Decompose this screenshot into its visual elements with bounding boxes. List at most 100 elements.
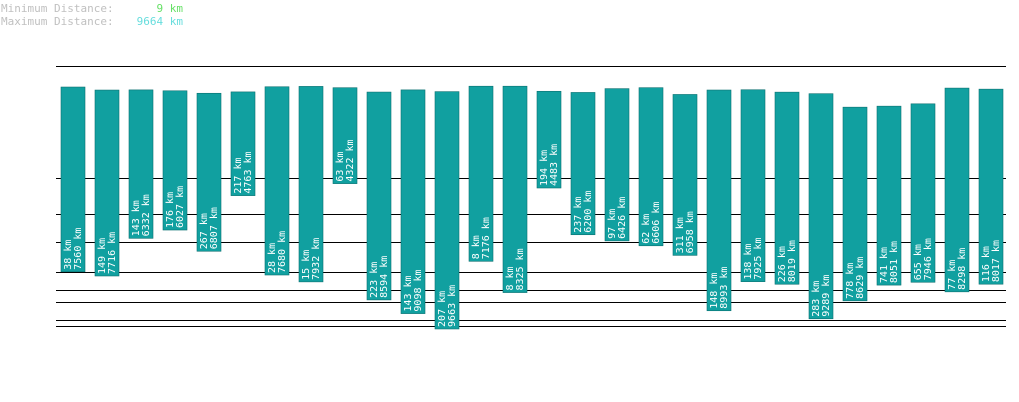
- bar-bottom-label: 4763 km: [243, 151, 254, 193]
- bar-group: 176 km 6027 km: [162, 90, 188, 231]
- bar-group: 207 km 9663 km: [434, 91, 460, 330]
- bar: [672, 94, 698, 256]
- bar-bottom-label: 8298 km: [957, 248, 968, 290]
- bar-bottom-label: 6027 km: [175, 186, 186, 228]
- bar-group: 149 km 7716 km: [94, 89, 120, 277]
- bar-group: 311 km 6958 km: [672, 94, 698, 256]
- bar: [502, 85, 528, 293]
- bar-top-label: 143 km: [131, 200, 142, 236]
- bar-top-label: 237 km: [573, 197, 584, 233]
- bar-top-label: 778 km: [845, 263, 856, 299]
- bar-top-label: 223 km: [369, 262, 380, 298]
- bar-top-label: 63 km: [335, 152, 346, 182]
- bar: [60, 86, 86, 273]
- bar-bottom-label: 4483 km: [549, 144, 560, 186]
- bar-bottom-label: 4322 km: [345, 139, 356, 181]
- bar: [264, 86, 290, 276]
- bar-top-label: 15 km: [301, 250, 312, 280]
- bar-top-label: 311 km: [675, 217, 686, 253]
- bar-group: 143 km 9098 km: [400, 89, 426, 314]
- bar: [570, 92, 596, 236]
- bar-group: 655 km 7946 km: [910, 103, 936, 283]
- bar: [230, 91, 256, 196]
- bar-bottom-label: 9663 km: [447, 285, 458, 327]
- max-distance-row: Maximum Distance: 9664 km: [1, 15, 183, 28]
- bar: [332, 87, 358, 184]
- bar-bottom-label: 6426 km: [617, 197, 628, 239]
- bar-bottom-label: 8629 km: [855, 257, 866, 299]
- bar-group: 143 km 6332 km: [128, 89, 154, 239]
- bar: [298, 86, 324, 283]
- bar-top-label: 138 km: [743, 244, 754, 280]
- bar-top-label: 176 km: [165, 192, 176, 228]
- bar-bottom-label: 8325 km: [515, 248, 526, 290]
- bar-bottom-label: 6606 km: [651, 202, 662, 244]
- bar: [162, 90, 188, 231]
- bar-top-label: 143 km: [403, 275, 414, 311]
- bar-bottom-label: 7946 km: [923, 238, 934, 280]
- min-distance-row: Minimum Distance: 9 km: [1, 2, 183, 15]
- bar-group: 77 km 8298 km: [944, 87, 970, 293]
- max-distance-label: Maximum Distance:: [1, 15, 114, 28]
- bar: [638, 87, 664, 247]
- bar-bottom-label: 7176 km: [481, 217, 492, 259]
- bar: [400, 89, 426, 314]
- bar-group: 778 km 8629 km: [842, 106, 868, 302]
- bar: [876, 105, 902, 286]
- bar-top-label: 97 km: [607, 209, 618, 239]
- bar-top-label: 207 km: [437, 291, 448, 327]
- bar: [910, 103, 936, 283]
- bar-group: 237 km 6200 km: [570, 92, 596, 236]
- bar-group: 8 km 7176 km: [468, 85, 494, 262]
- bar-top-label: 741 km: [879, 247, 890, 283]
- bar-group: 267 km 6807 km: [196, 92, 222, 252]
- bar-top-label: 77 km: [947, 260, 958, 290]
- bar-group: 28 km 7680 km: [264, 86, 290, 276]
- bar-top-label: 149 km: [97, 238, 108, 274]
- bar-group: 226 km 8019 km: [774, 91, 800, 285]
- bar-top-label: 267 km: [199, 213, 210, 249]
- bar-group: 38 km 7560 km: [60, 86, 86, 273]
- bar: [434, 91, 460, 330]
- bar: [536, 90, 562, 189]
- bar-bottom-label: 7560 km: [73, 228, 84, 270]
- bar: [706, 89, 732, 312]
- bar-group: 148 km 8993 km: [706, 89, 732, 312]
- bar-top-label: 194 km: [539, 150, 550, 186]
- bar-group: 283 km 9289 km: [808, 93, 834, 320]
- bar-bottom-label: 7925 km: [753, 238, 764, 280]
- max-distance-value: 9664 km: [136, 15, 183, 28]
- bar: [842, 106, 868, 302]
- bar: [196, 92, 222, 252]
- bar-group: 63 km 4322 km: [332, 87, 358, 184]
- bar-bottom-label: 6332 km: [141, 194, 152, 236]
- bar-group: 116 km 8017 km: [978, 88, 1004, 285]
- bar: [604, 88, 630, 242]
- bar-bottom-label: 6200 km: [583, 191, 594, 233]
- bar-bottom-label: 7680 km: [277, 231, 288, 273]
- bar: [774, 91, 800, 285]
- bar-bottom-label: 8017 km: [991, 240, 1002, 282]
- bar-group: 97 km 6426 km: [604, 88, 630, 242]
- bar-top-label: 38 km: [63, 240, 74, 270]
- bar-top-label: 8 km: [505, 266, 516, 290]
- min-distance-value: 9 km: [156, 2, 184, 15]
- bar-bottom-label: 7716 km: [107, 232, 118, 274]
- bar-top-label: 28 km: [267, 243, 278, 273]
- bar-bottom-label: 6958 km: [685, 211, 696, 253]
- bar: [366, 91, 392, 301]
- bar-top-label: 655 km: [913, 244, 924, 280]
- bar-bottom-label: 6807 km: [209, 207, 220, 249]
- bar-top-label: 116 km: [981, 246, 992, 282]
- bar-group: 8 km 8325 km: [502, 85, 528, 293]
- bar-group: 223 km 8594 km: [366, 91, 392, 301]
- bar: [128, 89, 154, 239]
- bar: [740, 89, 766, 282]
- bar-top-label: 148 km: [709, 273, 720, 309]
- bar-top-label: 62 km: [641, 214, 652, 244]
- bar: [468, 85, 494, 262]
- bar-group: 194 km 4483 km: [536, 90, 562, 189]
- bar-top-label: 226 km: [777, 246, 788, 282]
- bar: [944, 87, 970, 293]
- bar: [808, 93, 834, 320]
